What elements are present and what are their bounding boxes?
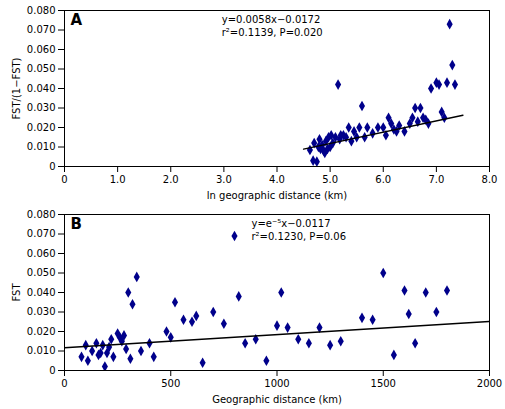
svg-text:0.010: 0.010 xyxy=(27,345,56,356)
svg-text:0.040: 0.040 xyxy=(27,287,56,298)
svg-text:0.050: 0.050 xyxy=(27,267,56,278)
svg-text:0.070: 0.070 xyxy=(27,24,56,35)
svg-text:ln geographic distance (km): ln geographic distance (km) xyxy=(207,190,348,201)
svg-text:FST/(1−FST): FST/(1−FST) xyxy=(11,57,22,119)
svg-text:2.0: 2.0 xyxy=(163,174,179,185)
svg-text:0.080: 0.080 xyxy=(27,209,56,220)
svg-text:0: 0 xyxy=(61,378,67,389)
svg-text:0.080: 0.080 xyxy=(27,5,56,16)
svg-text:2000: 2000 xyxy=(477,378,502,389)
svg-text:1000: 1000 xyxy=(264,378,289,389)
svg-text:FST: FST xyxy=(11,283,22,302)
svg-text:1.0: 1.0 xyxy=(110,174,126,185)
svg-text:0.040: 0.040 xyxy=(27,83,56,94)
svg-text:500: 500 xyxy=(161,378,180,389)
svg-text:3.0: 3.0 xyxy=(216,174,232,185)
svg-text:0.010: 0.010 xyxy=(27,141,56,152)
svg-text:0.060: 0.060 xyxy=(27,44,56,55)
svg-text:0.070: 0.070 xyxy=(27,228,56,239)
svg-text:7.0: 7.0 xyxy=(428,174,444,185)
svg-text:Geographic distance (km): Geographic distance (km) xyxy=(212,394,342,405)
svg-text:B: B xyxy=(71,215,82,233)
svg-text:0.060: 0.060 xyxy=(27,248,56,259)
svg-text:0: 0 xyxy=(49,161,55,172)
svg-text:y=e⁻⁵x−0.0117r²=0.1230, P=0.06: y=e⁻⁵x−0.0117r²=0.1230, P=0.06 xyxy=(252,218,347,242)
svg-text:0.030: 0.030 xyxy=(27,306,56,317)
svg-text:0.030: 0.030 xyxy=(27,102,56,113)
svg-text:1500: 1500 xyxy=(371,378,396,389)
svg-text:0.020: 0.020 xyxy=(27,122,56,133)
svg-text:0.020: 0.020 xyxy=(27,326,56,337)
svg-text:8.0: 8.0 xyxy=(482,174,498,185)
svg-text:0: 0 xyxy=(49,365,55,376)
svg-text:0.050: 0.050 xyxy=(27,63,56,74)
svg-text:5.0: 5.0 xyxy=(322,174,338,185)
svg-text:4.0: 4.0 xyxy=(269,174,285,185)
svg-text:A: A xyxy=(71,11,83,29)
svg-text:6.0: 6.0 xyxy=(375,174,391,185)
svg-text:y=0.0058x−0.0172r²=0.1139, P=0: y=0.0058x−0.0172r²=0.1139, P=0.020 xyxy=(222,14,323,38)
svg-text:0: 0 xyxy=(61,174,67,185)
